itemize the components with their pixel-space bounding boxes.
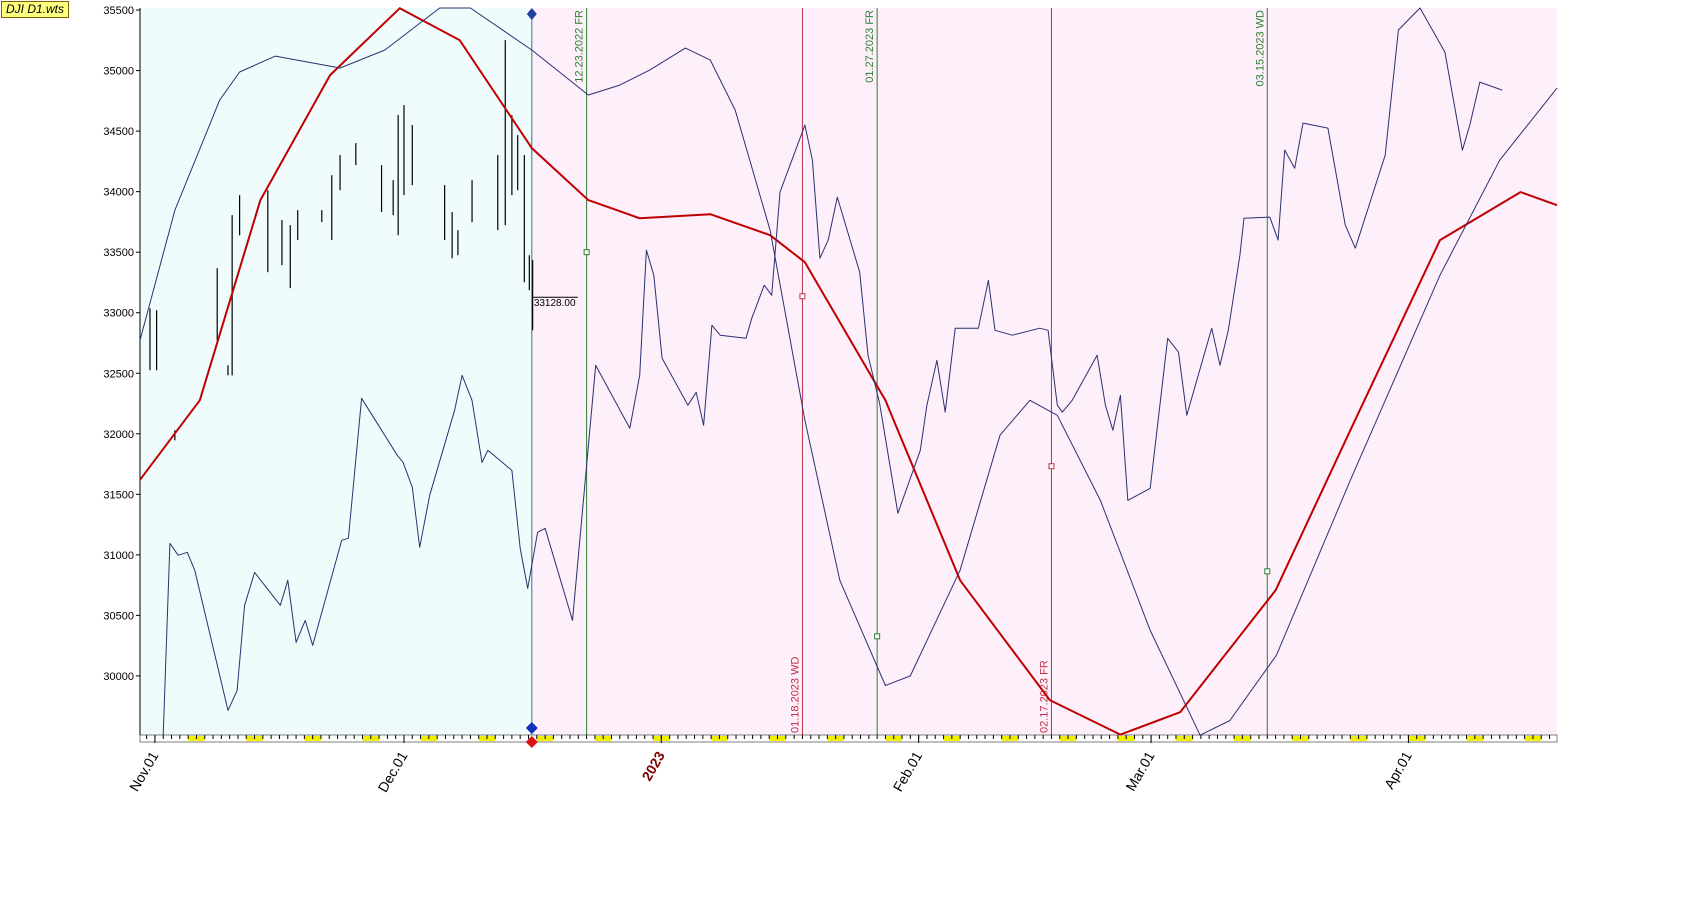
bottom-diamond	[525, 722, 538, 734]
y-tick-label: 35500	[103, 5, 134, 17]
event-label: 03.15.2023 WD	[1254, 10, 1266, 86]
series-line	[162, 7, 1503, 736]
event-marker	[583, 249, 590, 256]
event-label: 12.23.2022 FR	[574, 10, 586, 83]
event-label: 02.17.2023 FR	[1038, 660, 1050, 733]
x-tick-label: Dec.01	[375, 748, 411, 795]
y-tick-label: 33000	[103, 308, 134, 320]
x-tick-label: Nov.01	[126, 748, 162, 794]
series-line	[139, 7, 1558, 736]
event-marker	[1048, 463, 1055, 470]
x-tick-label: Mar.01	[1122, 748, 1157, 793]
y-tick-label: 31000	[103, 550, 134, 562]
event-marker	[799, 293, 806, 300]
event-label: 01.18.2023 WD	[789, 657, 801, 733]
x-tick-label: Apr.01	[1381, 748, 1415, 791]
x-tick-label: Feb.01	[890, 748, 926, 794]
y-tick-label: 34500	[103, 126, 134, 138]
history-region	[140, 8, 532, 735]
top-diamond	[526, 8, 537, 20]
series-line	[139, 7, 1558, 736]
event-marker	[1264, 568, 1271, 575]
y-tick-label: 32500	[103, 368, 134, 380]
x-tick-label: 2023	[638, 748, 668, 783]
y-tick-label: 32000	[103, 429, 134, 441]
forecast-region	[531, 8, 1558, 735]
y-tick-label: 30000	[103, 671, 134, 683]
event-label: 01.27.2023 FR	[864, 10, 876, 83]
y-tick-label: 30500	[103, 610, 134, 622]
y-tick-label: 35000	[103, 66, 134, 78]
y-tick-label: 34000	[103, 187, 134, 199]
x-axis-strip	[139, 734, 1558, 743]
event-marker	[874, 633, 881, 640]
chart-title: DJI D1.wts	[1, 1, 70, 18]
red-diamond	[525, 736, 538, 748]
y-tick-label: 31500	[103, 489, 134, 501]
price-label: 33128.00	[534, 298, 576, 309]
y-tick-label: 33500	[103, 247, 134, 259]
